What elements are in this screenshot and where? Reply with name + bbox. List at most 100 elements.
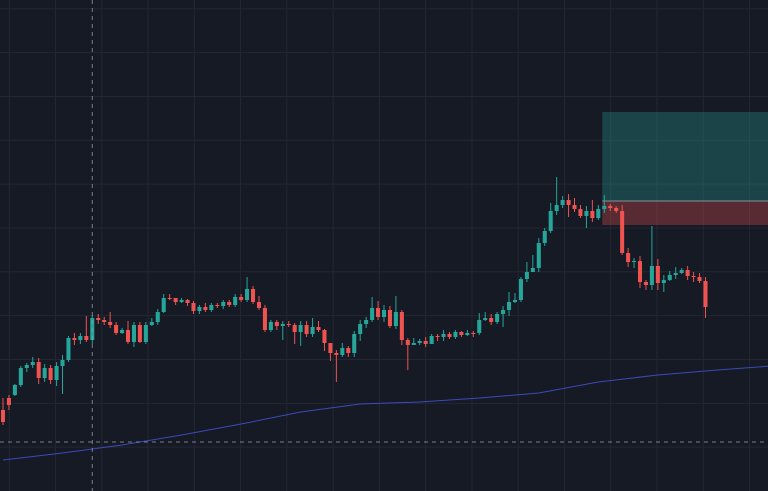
candle-body [114,325,119,333]
candle-body [120,330,125,333]
candle [459,331,464,337]
candle-body [137,325,142,342]
candle-body [518,279,523,300]
candle-body [435,336,440,337]
candle-body [30,362,35,365]
candle-body [483,318,488,320]
candle-body [173,298,178,302]
candle-body [340,348,345,355]
candle [506,292,512,316]
candle [197,305,202,314]
candle [393,296,398,329]
candle-body [667,275,672,280]
candle-body [42,368,47,378]
candle-body [703,281,708,307]
candle [387,306,392,328]
candle [131,322,136,347]
candle [572,198,577,212]
candle-body [608,206,613,208]
candle [495,312,500,324]
candle [120,328,125,334]
candle-body [72,338,77,340]
candle-body [632,261,637,262]
candle-body [477,320,482,333]
candle [560,196,565,208]
candle-body [197,307,202,311]
candle [417,339,422,345]
candle [108,312,113,328]
candle [191,301,196,314]
candle [155,309,160,325]
moving-average-line [2,365,768,461]
candle-body [489,318,494,322]
candle-body [209,305,214,310]
candle-body [221,302,226,306]
candle-body [358,324,363,334]
candle-body [268,322,273,330]
candle-body [637,261,643,282]
candle [36,358,41,384]
candle [239,294,244,302]
candle [471,331,476,337]
candle [316,321,321,332]
candle [441,330,446,341]
candle-body [24,365,29,368]
candle [483,312,488,321]
candle-body [262,308,267,330]
long-position-tool[interactable] [602,112,768,225]
candle-body [417,341,422,343]
candle-body [233,297,238,305]
candle [6,395,11,410]
candle [453,330,458,339]
candle [626,248,631,267]
candle [96,314,101,324]
candle [322,329,327,351]
candle-body [542,231,547,243]
candle-body [185,300,190,303]
candle [643,280,648,290]
candle [185,299,190,306]
candle [12,384,17,396]
candle-body [578,209,583,216]
candle-body [352,334,357,353]
candle [667,271,672,281]
candle-body [411,343,416,345]
candle [489,314,494,325]
candle [620,205,625,255]
candle-body [554,205,559,211]
target-zone [602,112,768,201]
candle-body [0,410,6,422]
candle-body [60,360,65,366]
candle [536,238,541,272]
candle [250,286,256,304]
candle [548,203,553,233]
candle [673,267,678,279]
candle [221,300,226,309]
candle [566,194,571,217]
candle-body [691,276,696,277]
candle [405,338,410,370]
candle-body [256,302,262,308]
candle-body [328,343,333,353]
candle-body [96,318,101,320]
candle [679,268,684,274]
candle-body [673,273,678,275]
candle-body [108,322,113,325]
candle [512,293,518,303]
candle [328,343,333,361]
candle-body [548,211,553,231]
candle-body [131,325,136,342]
candle-body [6,398,11,405]
candle [215,303,220,308]
candle-body [286,324,291,325]
candle [227,300,232,307]
candle [262,305,267,332]
candle-body [459,332,464,335]
candle [411,338,416,345]
candle-body [471,333,476,334]
candle [649,226,654,290]
candle [465,330,470,336]
candle [477,313,482,335]
